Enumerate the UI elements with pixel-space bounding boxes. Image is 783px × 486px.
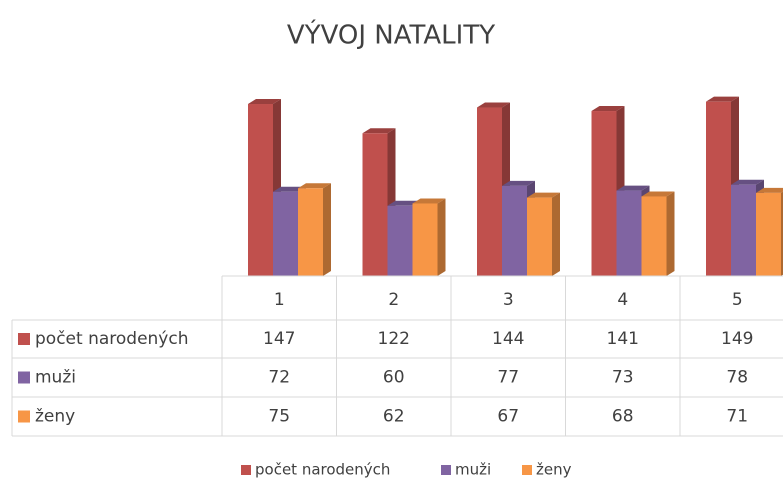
bar-top (298, 183, 331, 189)
row-label: počet narodených (35, 329, 188, 349)
legend-key (441, 465, 451, 475)
table-header: 4 (617, 290, 628, 310)
table-value: 77 (497, 368, 519, 388)
bar-top (641, 191, 675, 197)
bar (412, 198, 446, 276)
table-header: 5 (732, 290, 743, 310)
bar-front (273, 191, 298, 276)
table-header: 2 (388, 290, 399, 310)
bar-top (477, 102, 510, 108)
row-label: muži (35, 368, 76, 388)
table-value: 62 (383, 407, 405, 427)
bar-front (706, 101, 731, 276)
bar-top (273, 186, 306, 192)
bar-side (437, 198, 446, 276)
table-value: 71 (726, 407, 748, 427)
bar-top (502, 180, 535, 186)
bar-front (477, 107, 502, 277)
bar-front (616, 190, 642, 276)
legend-label: muži (455, 461, 491, 479)
bar-side (323, 183, 331, 276)
legend-label: ženy (536, 461, 572, 479)
table-header: 1 (274, 290, 285, 310)
table-value: 68 (612, 407, 634, 427)
bar-top (731, 179, 764, 185)
table-value: 72 (268, 368, 290, 388)
bar-top (756, 187, 783, 193)
row-key (18, 410, 30, 423)
row-label: ženy (35, 407, 75, 427)
bar (298, 183, 331, 276)
bar-top (706, 96, 739, 102)
bar-front (502, 185, 527, 276)
bar (756, 187, 783, 276)
table-value: 147 (263, 329, 295, 349)
bar-front (298, 188, 323, 276)
bar-front (248, 104, 273, 276)
bar-top (362, 128, 396, 134)
table-value: 122 (378, 329, 410, 349)
chart-title: VÝVOJ NATALITY (287, 19, 495, 51)
bar-side (666, 191, 675, 276)
bar-front (412, 203, 438, 276)
bar (527, 192, 560, 276)
bar-front (527, 197, 552, 276)
table-value: 60 (383, 368, 405, 388)
table-value: 144 (492, 329, 524, 349)
bar (641, 191, 675, 276)
table-value: 78 (726, 368, 748, 388)
bar-front (387, 205, 413, 276)
bar-top (527, 192, 560, 198)
bar-front (756, 192, 781, 276)
bar-side (552, 192, 560, 276)
table-value: 149 (721, 329, 753, 349)
table-value: 67 (497, 407, 519, 427)
bar-top (412, 198, 446, 204)
bar-top (616, 185, 650, 191)
legend-key (241, 465, 251, 475)
bar-front (641, 196, 667, 276)
bar-front (591, 111, 617, 276)
bar-top (387, 200, 421, 206)
row-key (18, 333, 30, 345)
legend-key (522, 465, 532, 475)
bar-top (591, 106, 625, 112)
table-value: 73 (612, 368, 634, 388)
legend-label: počet narodených (255, 461, 390, 479)
bar-front (362, 133, 388, 276)
row-key (18, 371, 30, 384)
table-value: 141 (607, 329, 639, 349)
table-value: 75 (268, 407, 290, 427)
bar-front (731, 184, 756, 276)
bar-top (248, 99, 281, 105)
table-header: 3 (503, 290, 514, 310)
